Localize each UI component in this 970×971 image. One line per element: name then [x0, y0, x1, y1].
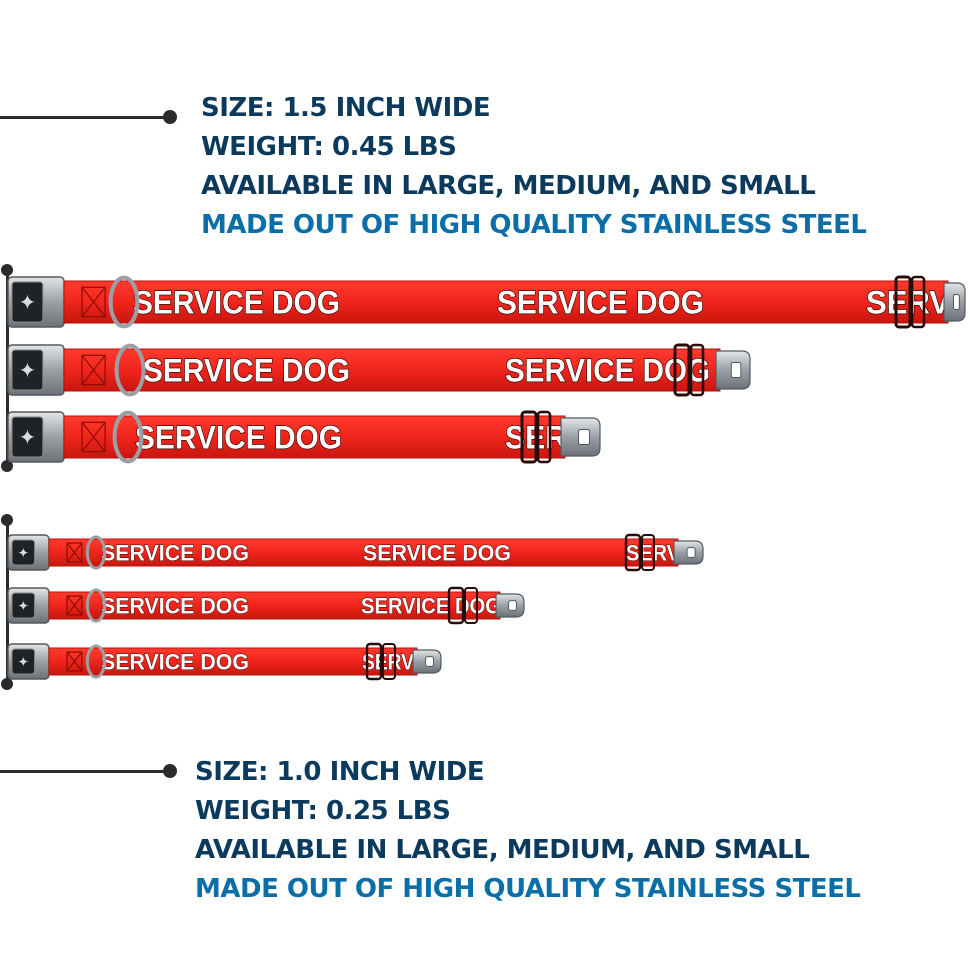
- stitch-cross: [81, 286, 106, 318]
- collar-strap: [63, 280, 949, 324]
- stitch-box: [81, 286, 106, 318]
- collar-wide-small: ✦ SERVICE DOG SER: [7, 410, 601, 464]
- keeper-loop: [365, 642, 383, 681]
- collar-strap: [48, 538, 679, 567]
- collar-narrow-medium: ✦ SERVICE DOG SERVICE DOG: [7, 586, 525, 625]
- bone-icon: ✦: [18, 545, 29, 561]
- stitch-cross: [66, 542, 83, 563]
- bone-icon: ✦: [19, 291, 37, 315]
- stitch-box: [81, 354, 106, 386]
- stitch-cross: [66, 595, 83, 616]
- service-dog-label: SERV: [362, 649, 414, 674]
- top-spec-size: SIZE: 1.5 INCH WIDE: [201, 93, 491, 123]
- top-spec-leader-line: [0, 116, 165, 119]
- collar-wide-large: ✦ SERVICE DOG SERVICE DOG SERV: [7, 275, 966, 329]
- bottom-spec-size: SIZE: 1.0 INCH WIDE: [195, 757, 485, 787]
- collar-strap: [48, 591, 501, 620]
- keeper-loop: [382, 643, 396, 680]
- buckle-tongue-slot: [730, 361, 742, 379]
- service-dog-label: SERVICE DOG: [135, 420, 342, 456]
- stitch-cross: [81, 354, 106, 386]
- d-ring: [108, 275, 140, 329]
- keeper-loop: [464, 587, 478, 624]
- bone-icon: ✦: [19, 359, 37, 383]
- buckle-logo-plate: [11, 349, 44, 391]
- service-dog-label: SERVICE DOG: [101, 593, 249, 618]
- buckle-logo-plate: [11, 416, 44, 458]
- service-dog-label: SERVICE DOG: [505, 353, 710, 389]
- bottom-spec-weight: WEIGHT: 0.25 LBS: [195, 796, 451, 826]
- stitch-box: [66, 542, 83, 563]
- keeper-loop: [641, 534, 655, 571]
- top-spec-material: MADE OUT OF HIGH QUALITY STAINLESS STEEL: [201, 210, 867, 240]
- keeper-loop: [447, 586, 465, 625]
- stitch-box: [81, 421, 106, 453]
- buckle-logo-plate: [11, 648, 36, 675]
- keeper-loop: [536, 410, 552, 464]
- bone-icon: ✦: [19, 426, 37, 450]
- bottom-spec-material: MADE OUT OF HIGH QUALITY STAINLESS STEEL: [195, 874, 861, 904]
- service-dog-label: SERV: [866, 285, 951, 321]
- buckle-tongue-slot: [508, 600, 517, 611]
- top-spec-availability: AVAILABLE IN LARGE, MEDIUM, AND SMALL: [201, 171, 816, 201]
- buckle-tongue-slot: [578, 428, 590, 446]
- buckle-tongue-slot: [952, 293, 960, 311]
- top-spec-weight: WEIGHT: 0.45 LBS: [201, 132, 457, 162]
- d-ring: [85, 644, 107, 679]
- bottom-spec-leader-dot: [163, 764, 177, 778]
- keeper-loop: [520, 410, 538, 464]
- d-ring: [112, 410, 144, 464]
- keeper-loop: [689, 343, 705, 397]
- collar-narrow-large: ✦ SERVICE DOG SERVICE DOG SERV: [7, 533, 704, 572]
- buckle-tongue-slot: [425, 656, 434, 667]
- service-dog-label: SERVICE DOG: [143, 353, 350, 389]
- bottom-spec-leader-line: [0, 770, 165, 773]
- buckle-logo-plate: [11, 281, 44, 323]
- d-ring: [85, 535, 107, 570]
- keeper-loop: [894, 275, 912, 329]
- stitch-box: [66, 651, 83, 672]
- keeper-loop: [624, 533, 642, 572]
- stitch-box: [66, 595, 83, 616]
- buckle-logo-plate: [11, 539, 36, 566]
- buckle-logo-plate: [11, 592, 36, 619]
- service-dog-label: SERVICE DOG: [101, 540, 249, 565]
- keeper-loop: [910, 275, 926, 329]
- service-dog-label: SERVICE DOG: [497, 285, 704, 321]
- d-ring: [85, 588, 107, 623]
- service-dog-label: SERVICE DOG: [133, 285, 340, 321]
- top-group-bracket-dot-top: [1, 264, 13, 276]
- top-group-bracket-dot-bottom: [1, 460, 13, 472]
- service-dog-label: SERVICE DOG: [101, 649, 249, 674]
- bottom-group-bracket-dot-bottom: [1, 678, 13, 690]
- collar-strap: [63, 348, 721, 392]
- keeper-loop: [673, 343, 691, 397]
- bottom-spec-availability: AVAILABLE IN LARGE, MEDIUM, AND SMALL: [195, 835, 810, 865]
- stitch-cross: [81, 421, 106, 453]
- collar-narrow-small: ✦ SERVICE DOG SERV: [7, 642, 442, 681]
- collar-wide-medium: ✦ SERVICE DOG SERVICE DOG: [7, 343, 751, 397]
- stitch-cross: [66, 651, 83, 672]
- top-spec-leader-dot: [163, 110, 177, 124]
- bottom-group-bracket-dot-top: [1, 514, 13, 526]
- service-dog-label: SERVICE DOG: [361, 593, 501, 618]
- collar-strap: [48, 647, 418, 676]
- service-dog-label: SERVICE DOG: [363, 540, 511, 565]
- buckle-tongue-slot: [686, 547, 696, 558]
- d-ring: [114, 343, 146, 397]
- bone-icon: ✦: [18, 654, 29, 670]
- bone-icon: ✦: [18, 598, 29, 614]
